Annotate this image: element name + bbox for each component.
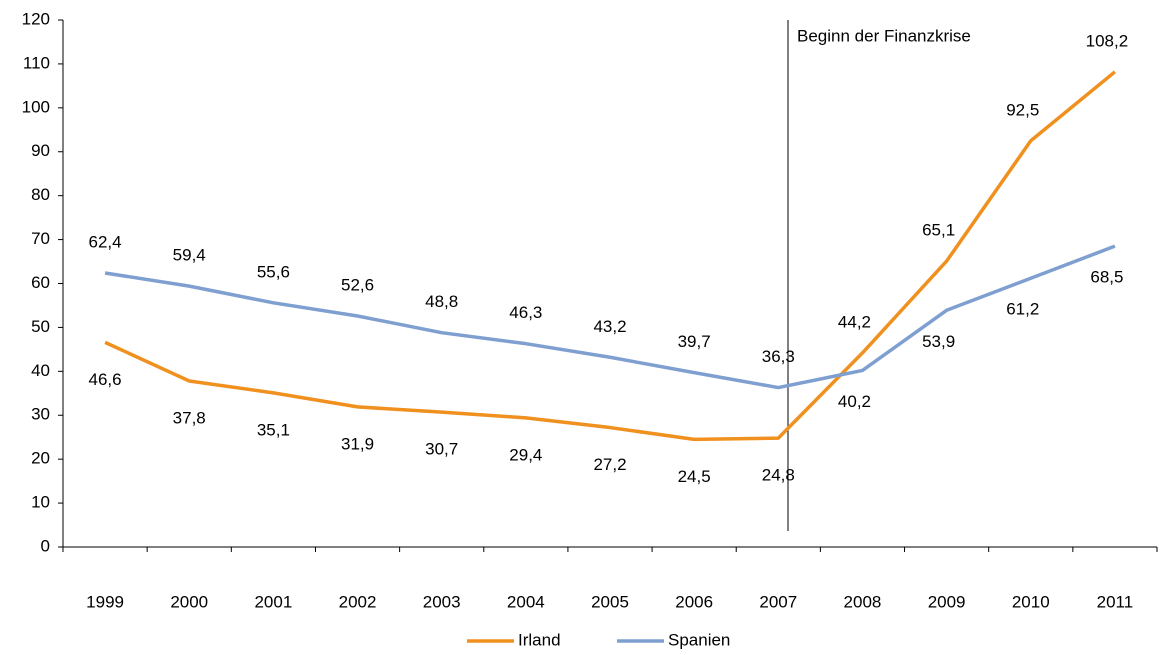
value-label: 24,5	[678, 467, 711, 486]
x-tick-label: 2010	[1012, 592, 1050, 611]
y-tick-label: 20	[31, 449, 50, 468]
x-tick-label: 2003	[423, 592, 461, 611]
y-tick-label: 60	[31, 273, 50, 292]
value-label: 29,4	[509, 445, 542, 464]
value-label: 65,1	[922, 221, 955, 240]
y-tick-label: 70	[31, 229, 50, 248]
y-tick-label: 10	[31, 493, 50, 512]
value-label: 44,2	[838, 312, 871, 331]
value-label: 31,9	[341, 434, 374, 453]
x-tick-label: 2000	[170, 592, 208, 611]
x-tick-label: 2005	[591, 592, 629, 611]
value-label: 46,6	[89, 370, 122, 389]
value-label: 48,8	[425, 292, 458, 311]
x-tick-label: 2009	[928, 592, 966, 611]
y-tick-label: 90	[31, 141, 50, 160]
value-label: 37,8	[173, 408, 206, 427]
y-tick-label: 100	[22, 97, 50, 116]
y-tick-label: 0	[41, 536, 50, 555]
y-tick-label: 80	[31, 185, 50, 204]
value-label: 30,7	[425, 440, 458, 459]
x-tick-label: 2001	[254, 592, 292, 611]
line-spanien	[104, 244, 1116, 390]
x-tick-label: 2006	[675, 592, 713, 611]
value-label: 61,2	[1006, 300, 1039, 319]
value-label: 40,2	[838, 392, 871, 411]
value-label: 53,9	[922, 332, 955, 351]
value-label: 52,6	[341, 275, 374, 294]
legend-label: Irland	[518, 630, 561, 649]
value-label: 35,1	[257, 420, 290, 439]
value-label: 39,7	[678, 332, 711, 351]
x-tick-label: 2011	[1097, 592, 1134, 611]
value-label: 68,5	[1090, 268, 1123, 287]
x-tick-label: 2007	[759, 592, 797, 611]
value-label: 108,2	[1086, 31, 1129, 50]
y-tick-label: 110	[23, 53, 50, 72]
value-label: 55,6	[257, 262, 290, 281]
x-tick-label: 2008	[844, 592, 882, 611]
x-tick-label: 2004	[507, 592, 545, 611]
legend-label: Spanien	[668, 630, 730, 649]
value-label: 59,4	[173, 246, 206, 265]
value-label: 46,3	[509, 303, 542, 322]
y-tick-label: 30	[31, 405, 50, 424]
value-label: 43,2	[593, 317, 626, 336]
line-irland	[104, 70, 1117, 442]
y-tick-label: 50	[31, 317, 50, 336]
value-label: 62,4	[89, 232, 122, 251]
x-tick-label: 2002	[339, 592, 377, 611]
value-label: 27,2	[593, 455, 626, 474]
value-label: 36,3	[762, 347, 795, 366]
x-tick-label: 1999	[86, 592, 124, 611]
value-label: 24,8	[762, 466, 795, 485]
y-tick-label: 120	[22, 9, 50, 28]
annotation: Beginn der Finanzkrise	[797, 26, 971, 45]
y-tick-label: 40	[31, 361, 50, 380]
value-label: 92,5	[1006, 100, 1039, 119]
